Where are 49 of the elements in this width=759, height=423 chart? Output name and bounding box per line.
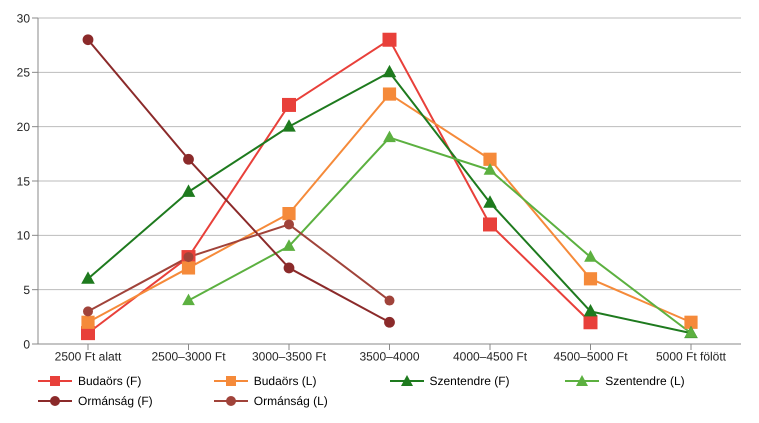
- point: [282, 119, 296, 132]
- x-tick-label: 4000–4500 Ft: [452, 350, 528, 364]
- legend-label: Ormánság (L): [254, 394, 328, 408]
- point: [584, 250, 597, 262]
- legend-label: Szentendre (F): [430, 374, 510, 388]
- y-tick-label: 5: [23, 282, 30, 297]
- x-tick-label: 5000 Ft fölött: [656, 350, 727, 364]
- legend-label: Szentendre (L): [605, 374, 685, 388]
- point: [382, 87, 396, 101]
- point: [483, 152, 497, 166]
- point: [82, 34, 94, 46]
- point: [384, 296, 394, 306]
- point: [282, 239, 296, 251]
- point: [384, 316, 395, 328]
- y-tick-label: 30: [16, 11, 30, 26]
- point: [584, 304, 598, 316]
- point: [183, 154, 194, 165]
- x-tick-label: 2500–3000 Ft: [151, 350, 226, 364]
- point: [282, 98, 296, 112]
- point: [284, 219, 294, 230]
- point: [584, 315, 598, 330]
- point: [282, 207, 296, 220]
- point: [382, 64, 396, 78]
- legend-label: Budaörs (F): [78, 374, 142, 388]
- y-tick-label: 15: [16, 174, 30, 188]
- point: [382, 32, 396, 47]
- point: [484, 163, 496, 175]
- point: [383, 130, 396, 142]
- point: [182, 261, 196, 275]
- point: [83, 306, 93, 316]
- legend-label: Ormánság (F): [78, 394, 153, 408]
- point: [483, 217, 497, 232]
- legend-label: Budaörs (L): [254, 374, 316, 388]
- y-tick-label: 10: [16, 228, 30, 243]
- y-tick-label: 20: [16, 120, 30, 134]
- point: [483, 195, 497, 208]
- point: [684, 316, 698, 329]
- point: [182, 294, 195, 306]
- y-tick-label: 25: [16, 66, 30, 80]
- point: [182, 184, 196, 197]
- x-tick-label: 4500–5000 Ft: [553, 350, 628, 364]
- point: [284, 262, 294, 274]
- point: [81, 316, 95, 329]
- x-tick-label: 3500–4000: [359, 350, 420, 364]
- x-tick-label: 3000–3500 Ft: [252, 350, 327, 364]
- point: [81, 271, 95, 284]
- x-tick-label: 2500 Ft alatt: [54, 350, 122, 364]
- y-tick-label: 0: [23, 337, 30, 352]
- point: [584, 272, 598, 286]
